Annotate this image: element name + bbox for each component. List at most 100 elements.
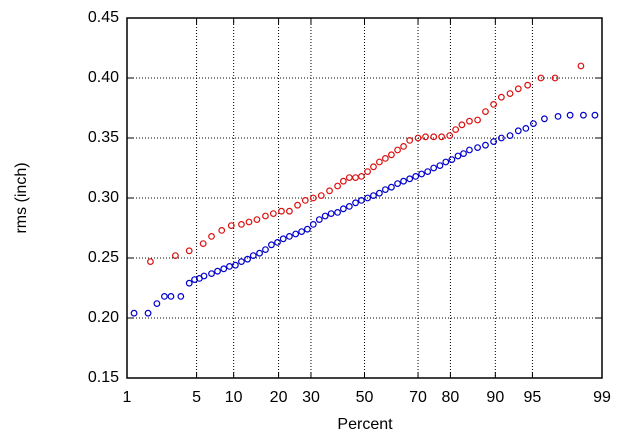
point [339,177,347,185]
point [334,208,341,216]
point [448,156,456,164]
point [522,124,530,132]
point [474,116,481,124]
x-tick-label: 80 [442,389,460,406]
point [381,186,389,194]
point [352,199,359,207]
x-tick-label: 99 [593,389,611,406]
x-axis-label: Percent [337,416,393,433]
point [256,249,263,257]
point [370,163,377,171]
point [364,194,371,202]
point [364,168,371,176]
point [345,174,353,182]
y-tick-label: 0.15 [88,369,119,386]
point [490,138,498,146]
point [418,170,425,178]
x-tick-label: 70 [409,389,427,406]
point [326,187,333,195]
point [144,309,152,317]
point [452,126,460,134]
y-axis-label: rms (inch) [13,162,30,233]
point [339,205,347,213]
point [352,174,359,182]
x-tick-label: 90 [486,389,504,406]
point [497,134,505,142]
point [292,230,300,238]
point [315,216,323,224]
point [286,207,293,215]
point [482,141,489,149]
point [424,168,432,176]
point [321,212,329,220]
point [524,81,532,89]
x-tick-label: 1 [123,389,132,406]
point [274,238,281,246]
point [214,267,221,275]
x-tick-label: 50 [356,389,374,406]
point [245,218,253,226]
point [334,182,341,190]
point [422,133,429,141]
point [406,136,414,144]
point [286,232,293,240]
point [345,202,353,210]
point [153,300,161,308]
point [238,220,245,228]
point [430,164,438,172]
point [577,62,585,70]
point [442,158,450,166]
point [238,258,245,266]
point [430,133,438,141]
point [177,293,185,300]
point [394,146,401,154]
point [482,108,489,115]
y-tick-label: 0.35 [88,129,119,146]
y-tick-label: 0.45 [88,9,119,26]
point [298,228,306,236]
point [208,232,215,240]
point [436,162,444,170]
point [490,100,498,108]
point [227,222,235,230]
point [172,252,179,260]
y-tick-label: 0.40 [88,69,119,86]
point [309,194,317,202]
y-tick-label: 0.30 [88,189,119,206]
point [554,112,562,120]
point [262,246,269,254]
point [460,150,467,158]
point [438,133,446,141]
point [514,85,522,93]
point [580,111,587,119]
point [231,261,239,269]
x-tick-label: 10 [225,389,243,406]
point [514,127,522,135]
point [537,74,545,82]
point [388,151,395,159]
point [358,196,365,204]
point [279,235,287,243]
point [161,293,168,300]
point [458,121,466,129]
point [226,263,233,270]
y-tick-label: 0.20 [88,309,119,326]
point [253,216,261,224]
point [199,240,207,248]
point [466,117,473,125]
point [309,220,317,228]
point [541,115,548,123]
point [304,225,311,233]
x-tick-label: 95 [524,389,542,406]
point [185,279,193,287]
point [294,201,301,209]
point [400,177,407,185]
point [375,189,383,197]
point [388,183,395,191]
point [406,175,414,183]
point [262,212,269,220]
point [551,74,559,82]
point [446,132,454,140]
